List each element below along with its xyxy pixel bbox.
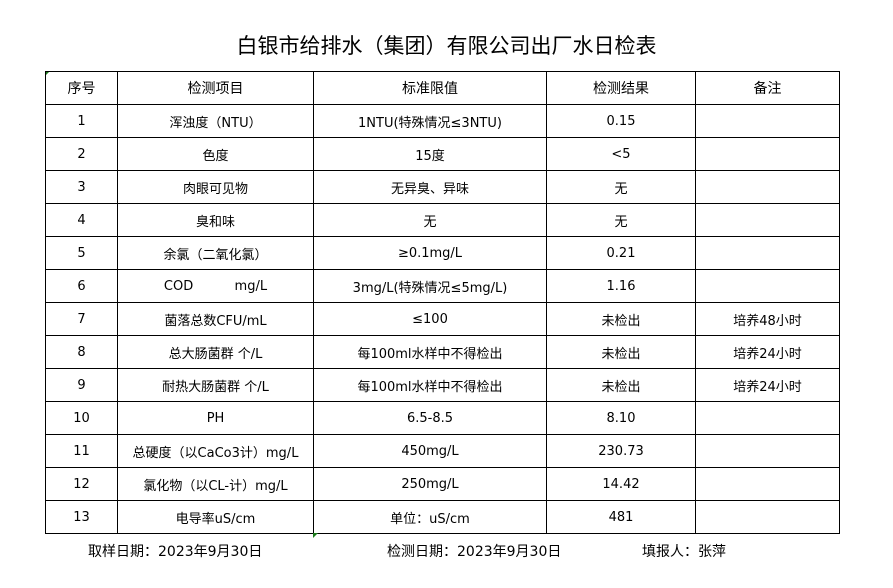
remark: 培养24小时 <box>695 368 840 402</box>
standard-limit: 每100ml水样中不得检出 <box>313 335 547 369</box>
remark <box>695 104 840 138</box>
sample-date: 取样日期：2023年9月30日 <box>88 544 263 560</box>
test-result: 无 <box>546 170 696 204</box>
test-item: 浑浊度（NTU） <box>117 104 314 138</box>
test-result: <5 <box>546 137 696 171</box>
test-result: 未检出 <box>546 335 696 369</box>
filler: 填报人：张萍 <box>642 544 726 560</box>
standard-limit: 每100ml水样中不得检出 <box>313 368 547 402</box>
test-item: 电导率uS/cm <box>117 500 314 534</box>
test-item: 色度 <box>117 137 314 171</box>
table-row: 2 色度 15度 <5 <box>45 137 840 171</box>
test-result: 14.42 <box>546 467 696 501</box>
page-title: 白银市给排水（集团）有限公司出厂水日检表 <box>236 34 657 58</box>
test-result: 230.73 <box>546 434 696 468</box>
table-row: 8 总大肠菌群 个/L 每100ml水样中不得检出 未检出 培养24小时 <box>45 335 840 369</box>
test-item: PH <box>117 401 314 435</box>
row-number: 11 <box>45 434 118 468</box>
table-row: 11 总硬度（以CaCo3计）mg/L 450mg/L 230.73 <box>45 434 840 468</box>
header-cell: 检测结果 <box>546 71 696 105</box>
remark <box>695 170 840 204</box>
header-cell: 序号 <box>45 71 118 105</box>
row-number: 7 <box>45 302 118 336</box>
table-row: 13 电导率uS/cm 单位：uS/cm 481 <box>45 500 840 534</box>
test-result: 8.10 <box>546 401 696 435</box>
remark <box>695 269 840 303</box>
row-number: 10 <box>45 401 118 435</box>
table-row: 7 菌落总数CFU/mL ≤100 未检出 培养48小时 <box>45 302 840 336</box>
standard-limit: 单位：uS/cm <box>313 500 547 534</box>
row-number: 3 <box>45 170 118 204</box>
row-number: 1 <box>45 104 118 138</box>
table-row: 12 氯化物（以CL-计）mg/L 250mg/L 14.42 <box>45 467 840 501</box>
test-date: 检测日期：2023年9月30日 <box>387 544 562 560</box>
remark <box>695 203 840 237</box>
test-item: 耐热大肠菌群 个/L <box>117 368 314 402</box>
remark: 培养48小时 <box>695 302 840 336</box>
standard-limit: ≥0.1mg/L <box>313 236 547 270</box>
remark <box>695 401 840 435</box>
standard-limit: ≤100 <box>313 302 547 336</box>
row-number: 9 <box>45 368 118 402</box>
table-row: 4 臭和味无无 <box>45 203 840 237</box>
table-row: 10 PH 6.5-8.5 8.10 <box>45 401 840 435</box>
row-number: 4 <box>45 203 118 237</box>
row-number: 12 <box>45 467 118 501</box>
table-row: 5 余氯（二氧化氯） ≥0.1mg/L 0.21 <box>45 236 840 270</box>
remark <box>695 236 840 270</box>
test-item: 臭和味 <box>117 203 314 237</box>
test-result: 未检出 <box>546 302 696 336</box>
test-item: 氯化物（以CL-计）mg/L <box>117 467 314 501</box>
remark: 培养24小时 <box>695 335 840 369</box>
test-result: 481 <box>546 500 696 534</box>
row-number: 13 <box>45 500 118 534</box>
header-row: 序号 检测项目 标准限值 检测结果 备注 <box>45 71 840 105</box>
standard-limit: 无异臭、异味 <box>313 170 547 204</box>
standard-limit: 450mg/L <box>313 434 547 468</box>
header-cell: 检测项目 <box>117 71 314 105</box>
remark <box>695 467 840 501</box>
row-number: 6 <box>45 269 118 303</box>
inspection-table: 序号 检测项目 标准限值 检测结果 备注 1 浑浊度（NTU） 1NTU(特殊情况≤… <box>45 71 840 534</box>
remark <box>695 500 840 534</box>
table-row: 9 耐热大肠菌群 个/L 每100ml水样中不得检出 未检出 培养24小时 <box>45 368 840 402</box>
test-item: 菌落总数CFU/mL <box>117 302 314 336</box>
test-result: 1.16 <box>546 269 696 303</box>
table-row: 3 肉眼可见物 无异臭、异味无 <box>45 170 840 204</box>
remark <box>695 434 840 468</box>
test-item: COD mg/L <box>117 269 314 303</box>
remark <box>695 137 840 171</box>
test-result: 无 <box>546 203 696 237</box>
standard-limit: 1NTU(特殊情况≤3NTU) <box>313 104 547 138</box>
standard-limit: 3mg/L(特殊情况≤5mg/L) <box>313 269 547 303</box>
standard-limit: 250mg/L <box>313 467 547 501</box>
standard-limit: 15度 <box>313 137 547 171</box>
header-cell: 备注 <box>695 71 840 105</box>
test-item: 总硬度（以CaCo3计）mg/L <box>117 434 314 468</box>
row-number: 2 <box>45 137 118 171</box>
test-result: 未检出 <box>546 368 696 402</box>
header-cell: 标准限值 <box>313 71 547 105</box>
test-item: 肉眼可见物 <box>117 170 314 204</box>
table-row: 6 COD mg/L 3mg/L(特殊情况≤5mg/L) 1.16 <box>45 269 840 303</box>
test-result: 0.15 <box>546 104 696 138</box>
cell-marker <box>313 533 318 538</box>
test-item: 余氯（二氧化氯） <box>117 236 314 270</box>
standard-limit: 6.5-8.5 <box>313 401 547 435</box>
table-row: 1 浑浊度（NTU） 1NTU(特殊情况≤3NTU) 0.15 <box>45 104 840 138</box>
row-number: 8 <box>45 335 118 369</box>
test-item: 总大肠菌群 个/L <box>117 335 314 369</box>
row-number: 5 <box>45 236 118 270</box>
standard-limit: 无 <box>313 203 547 237</box>
test-result: 0.21 <box>546 236 696 270</box>
